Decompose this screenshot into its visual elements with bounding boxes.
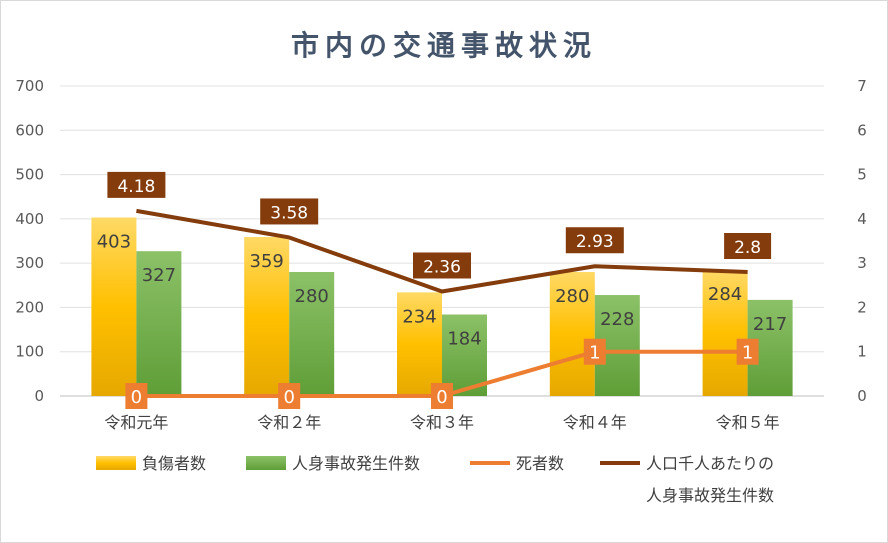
data-label: 4.18 (117, 177, 155, 197)
data-label: 0 (436, 387, 447, 408)
data-label: 2.93 (576, 232, 614, 252)
y2-tick-label: 7 (857, 77, 867, 95)
y2-tick-label: 3 (857, 254, 867, 272)
data-label-box (278, 383, 301, 409)
y-tick-label: 100 (15, 343, 44, 361)
y-tick-label: 200 (15, 298, 44, 316)
data-label: 1 (589, 343, 600, 364)
data-label-box (413, 252, 471, 279)
bar (91, 217, 137, 396)
legend-swatch (96, 456, 136, 470)
bar (397, 292, 442, 396)
data-label: 2.36 (423, 257, 461, 277)
x-tick-label: 令和５年 (716, 413, 780, 432)
bar (244, 237, 290, 396)
x-tick-label: 令和４年 (563, 413, 627, 432)
legend-label: 人口千人あたりの (646, 454, 774, 473)
data-label: 3.58 (270, 203, 308, 223)
data-label-box (125, 383, 148, 409)
bar (702, 270, 748, 396)
y2-tick-label: 4 (857, 210, 867, 228)
y-tick-label: 400 (15, 210, 44, 228)
data-label-box (565, 227, 624, 254)
y2-tick-label: 0 (857, 387, 867, 405)
data-label: 0 (131, 387, 142, 408)
data-label: 1 (742, 343, 753, 364)
legend-label: 死者数 (516, 454, 564, 473)
data-label: 359 (250, 251, 284, 272)
data-label-box (107, 171, 166, 198)
y2-tick-label: 6 (857, 121, 867, 139)
bar (136, 251, 182, 396)
data-label: 280 (555, 286, 589, 307)
x-tick-label: 令和２年 (257, 413, 321, 432)
data-label-box (431, 383, 453, 409)
data-label: 217 (753, 314, 787, 335)
y-tick-label: 700 (15, 77, 44, 95)
y-tick-label: 600 (15, 121, 44, 139)
data-label: 184 (447, 329, 481, 350)
data-label-box (260, 198, 319, 225)
bar (442, 314, 487, 396)
x-tick-label: 令和元年 (104, 413, 168, 432)
data-label: 234 (402, 306, 436, 327)
data-label: 228 (600, 309, 634, 330)
legend-label: 負傷者数 (142, 454, 206, 473)
legend-swatch (246, 456, 286, 470)
data-label: 0 (283, 387, 294, 408)
data-label: 327 (142, 265, 176, 286)
series-line (136, 208, 748, 294)
y2-tick-label: 2 (857, 298, 867, 316)
data-label-box (724, 233, 772, 259)
legend-label: 人身事故発生件数 (646, 486, 774, 505)
y-tick-label: 300 (15, 254, 44, 272)
data-label: 2.8 (734, 238, 761, 258)
data-label: 284 (708, 284, 742, 305)
x-tick-label: 令和３年 (410, 413, 474, 432)
y-tick-label: 500 (15, 166, 44, 184)
chart-title: 市内の交通事故状況 (290, 29, 597, 62)
data-label: 403 (97, 232, 131, 253)
legend-label: 人身事故発生件数 (292, 454, 420, 473)
y-tick-label: 0 (34, 387, 44, 405)
data-label: 280 (295, 286, 329, 307)
data-label-box (583, 338, 606, 365)
bar (289, 272, 335, 396)
bar (549, 272, 595, 396)
y2-tick-label: 5 (857, 166, 867, 184)
y2-tick-label: 1 (857, 343, 867, 361)
data-label-box (736, 338, 759, 365)
